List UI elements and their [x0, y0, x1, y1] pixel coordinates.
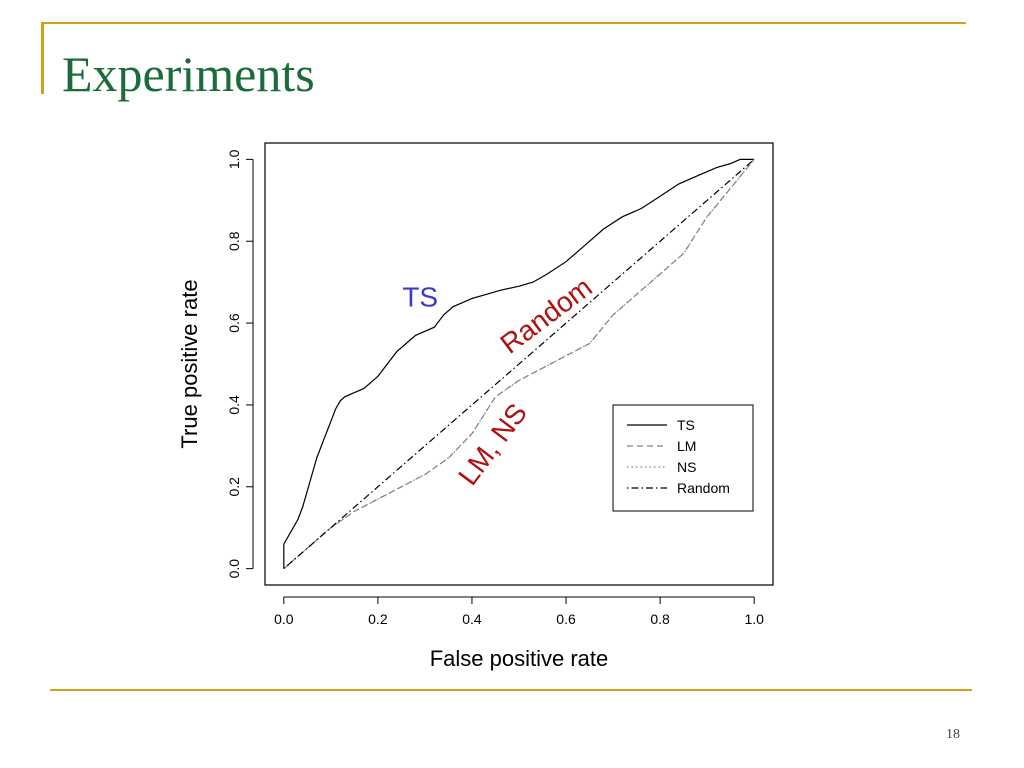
- x-tick-label: 0.6: [556, 611, 576, 627]
- legend-label-random: Random: [677, 480, 730, 496]
- x-tick-label: 1.0: [744, 611, 764, 627]
- plot-frame: [264, 142, 774, 586]
- footer-rule: [50, 689, 972, 691]
- x-tick-label: 0.0: [274, 611, 294, 627]
- slide-title: Experiments: [62, 46, 315, 102]
- y-tick-label: 0.0: [226, 559, 242, 579]
- legend-label-ns: NS: [677, 459, 696, 475]
- series-line-ns: [283, 159, 755, 570]
- y-tick-label: 1.0: [226, 149, 242, 169]
- x-axis-label: False positive rate: [430, 646, 609, 671]
- series-line-random: [283, 158, 755, 570]
- annotation-random: Random: [495, 271, 598, 359]
- y-tick-label: 0.2: [226, 477, 242, 497]
- x-tick-label: 0.2: [368, 611, 388, 627]
- legend-label-ts: TS: [677, 417, 695, 433]
- y-tick-label: 0.4: [226, 395, 242, 415]
- annotation-ts: TS: [402, 282, 438, 313]
- x-tick-label: 0.8: [650, 611, 670, 627]
- y-tick-label: 0.6: [226, 313, 242, 333]
- page-number: 18: [946, 727, 960, 742]
- title-rule: [41, 22, 966, 24]
- x-tick-label: 0.4: [462, 611, 482, 627]
- title-accent-bar: [41, 22, 44, 94]
- y-axis-label: True positive rate: [177, 279, 202, 448]
- legend-label-lm: LM: [677, 438, 696, 454]
- legend-box: [612, 404, 754, 512]
- y-tick-label: 0.8: [226, 231, 242, 251]
- series-line-ts: [283, 158, 755, 569]
